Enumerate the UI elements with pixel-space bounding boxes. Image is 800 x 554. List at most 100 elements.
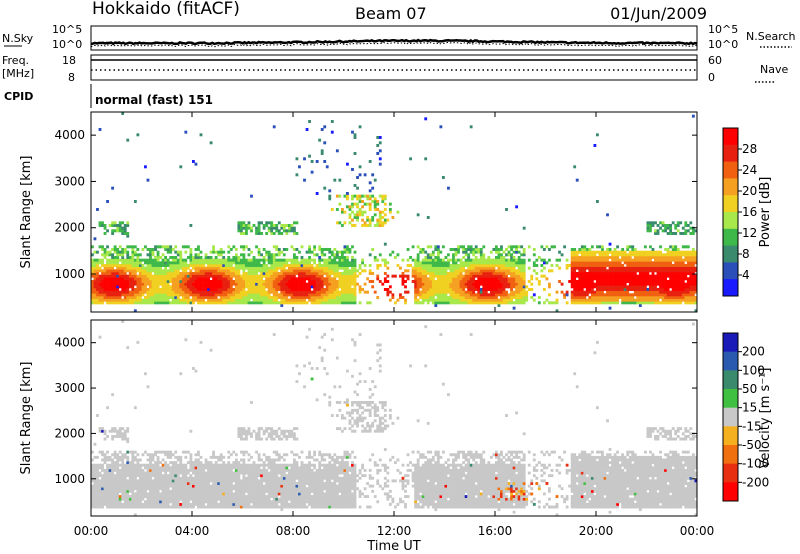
power-cell (224, 288, 228, 291)
power-cell (128, 285, 132, 289)
power-cell (459, 285, 463, 289)
power-cell (111, 258, 115, 262)
power-cell (606, 253, 609, 257)
power-cell (202, 258, 205, 262)
power-cell (449, 288, 453, 291)
power-cell (684, 272, 688, 275)
power-cell (118, 293, 122, 297)
power-cell (616, 253, 620, 257)
power-cell (232, 288, 236, 291)
power-cell (315, 293, 319, 297)
power-cell (669, 232, 673, 235)
power-cell (366, 277, 370, 281)
power-cell (333, 258, 337, 262)
power-cell (93, 269, 97, 273)
power-cell (146, 178, 150, 182)
power-cell (661, 258, 665, 262)
power-cell (641, 266, 645, 270)
power-cell (272, 269, 276, 273)
power-cell (449, 282, 453, 286)
power-cell (333, 261, 337, 265)
power-colorbar-tick-label: 20 (742, 184, 757, 198)
velocity-cell (113, 450, 117, 454)
power-cell (234, 280, 238, 283)
power-cell (265, 221, 269, 225)
power-cell (611, 277, 614, 281)
power-cell (570, 282, 574, 286)
power-cell (439, 261, 443, 265)
power-cell (608, 288, 612, 291)
power-cell (320, 128, 324, 131)
velocity-cell (141, 471, 145, 475)
power-cell (176, 264, 180, 267)
power-cell (330, 253, 334, 257)
power-cell (482, 282, 486, 286)
power-cell (515, 301, 519, 305)
power-cell (487, 301, 491, 305)
velocity-cell (108, 476, 112, 480)
power-cell (96, 282, 99, 286)
power-cell (113, 245, 117, 249)
power-cell (482, 264, 486, 267)
power-cell (227, 288, 231, 291)
velocity-cell (126, 495, 130, 498)
power-cell (479, 261, 483, 265)
power-cell (583, 293, 587, 297)
power-cell (628, 301, 632, 305)
power-cell (421, 272, 425, 275)
power-cell (237, 288, 241, 291)
power-cell (348, 288, 352, 291)
velocity-cell (149, 474, 152, 478)
power-cell (98, 269, 102, 273)
power-cell (328, 290, 332, 294)
power-cell (338, 280, 342, 283)
power-cell (245, 272, 248, 275)
power-cell (447, 298, 450, 302)
power-cell (209, 264, 213, 267)
power-cell (255, 280, 258, 283)
power-cell (156, 298, 160, 302)
power-cell (495, 301, 498, 305)
power-cell (242, 280, 246, 283)
velocity-cell (96, 502, 99, 506)
power-cell (189, 256, 193, 259)
power-cell (608, 301, 612, 305)
power-cell (113, 288, 117, 291)
power-cell (611, 296, 614, 299)
velocity-cell (108, 458, 112, 462)
power-cell (656, 261, 660, 265)
power-cell (282, 269, 286, 273)
power-cell (469, 280, 473, 283)
power-cell (346, 192, 349, 195)
velocity-cell (149, 463, 152, 467)
power-cell (598, 264, 602, 267)
velocity-cell (111, 393, 115, 397)
power-cell (424, 261, 428, 265)
power-cell (626, 296, 630, 299)
power-cell (116, 272, 120, 275)
power-cell (671, 280, 675, 283)
power-cell (459, 301, 463, 305)
power-cell (156, 301, 160, 305)
power-cell (633, 258, 637, 262)
power-cell (441, 269, 445, 273)
power-cell (257, 280, 261, 283)
power-cell (303, 258, 306, 262)
velocity-cell (106, 474, 109, 478)
power-cell (507, 266, 511, 270)
velocity-cell (151, 492, 155, 496)
power-cell (123, 226, 127, 230)
velocity-cell (118, 468, 122, 472)
power-cell (659, 253, 662, 257)
power-cell (671, 221, 675, 225)
power-cell (464, 285, 468, 289)
power-cell (500, 298, 503, 302)
power-cell (484, 282, 488, 286)
velocity-cell (106, 450, 109, 454)
power-cell (106, 266, 109, 270)
power-cell (457, 290, 460, 294)
velocity-cell (136, 484, 140, 488)
power-cell (626, 253, 630, 257)
velocity-cell (93, 497, 97, 501)
velocity-cell (161, 489, 165, 493)
